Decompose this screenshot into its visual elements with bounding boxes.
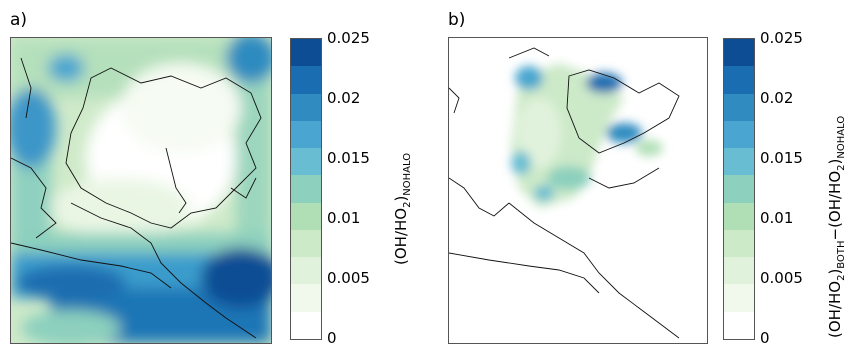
colorbar-bin — [724, 311, 754, 339]
colorbar-b-label: (OH/HO2)BOTH−(OH/HO2)NOHALO — [826, 116, 847, 338]
colorbar-b-label-s4: NOHALO — [836, 115, 847, 159]
map-b-field — [449, 38, 707, 343]
colorbar-bin — [724, 93, 754, 121]
map-a-field — [11, 38, 271, 343]
colorbar-bin — [291, 311, 321, 339]
panel-label-a: a) — [10, 10, 28, 30]
coastlines-a — [11, 57, 262, 339]
colorbar-bin — [724, 66, 754, 94]
colorbar-a-label-sub1: 2 — [402, 201, 413, 208]
colorbar-bin — [724, 120, 754, 149]
colorbar-bin — [291, 284, 321, 312]
colorbar-bin — [291, 257, 321, 285]
colorbar-a-tick-0: 0 — [327, 329, 337, 347]
map-panel-b — [448, 37, 708, 344]
colorbar-a-tick-0.005: 0.005 — [327, 269, 370, 287]
colorbar-bin — [724, 257, 754, 285]
colorbar-b-tick-0.01: 0.01 — [760, 209, 794, 227]
colorbar-a-tick-0.02: 0.02 — [327, 89, 361, 107]
colorbar-bin — [724, 148, 754, 176]
colorbar-a-tick-0.015: 0.015 — [327, 149, 370, 167]
colorbar-a-label-sub2: NOHALO — [402, 152, 413, 196]
colorbar-bin — [291, 202, 321, 230]
coastlines-b — [449, 47, 680, 339]
colorbar-bin — [291, 175, 321, 203]
colorbar-b-tick-0.015: 0.015 — [760, 149, 803, 167]
colorbar-bin — [291, 120, 321, 149]
colorbar-bin — [724, 175, 754, 203]
colorbar-a-label: (OH/HO2)NOHALO — [392, 153, 413, 265]
colorbar-a-tick-0.01: 0.01 — [327, 209, 361, 227]
colorbar-bin — [291, 93, 321, 121]
colorbar-bin — [291, 66, 321, 94]
colorbar-a — [290, 38, 322, 340]
colorbar-bin — [724, 202, 754, 230]
colorbar-a-tick-0.025: 0.025 — [327, 29, 370, 47]
colorbar-b-label-p1: (OH/HO — [826, 280, 844, 338]
colorbar-bin — [724, 39, 754, 67]
colorbar-b-label-s3: 2 — [836, 164, 847, 171]
colorbar-bin — [724, 229, 754, 258]
colorbar-b-label-s1: 2 — [836, 274, 847, 281]
colorbar-b — [723, 38, 755, 340]
colorbar-b-tick-0.025: 0.025 — [760, 29, 803, 47]
colorbar-b-label-p4: ) — [826, 158, 844, 165]
panel-label-b: b) — [448, 10, 466, 30]
colorbar-bin — [724, 284, 754, 312]
colorbar-b-label-p2: ) — [826, 268, 844, 275]
colorbar-bin — [291, 39, 321, 67]
colorbar-b-label-p3: −(OH/HO — [826, 170, 844, 241]
colorbar-a-label-tail: ) — [392, 195, 410, 202]
colorbar-b-tick-0.02: 0.02 — [760, 89, 794, 107]
colorbar-b-tick-0: 0 — [760, 329, 770, 347]
colorbar-a-label-main: (OH/HO — [392, 207, 410, 265]
colorbar-b-label-s2: BOTH — [836, 240, 847, 269]
colorbar-bin — [291, 229, 321, 258]
colorbar-bin — [291, 148, 321, 176]
colorbar-b-tick-0.005: 0.005 — [760, 269, 803, 287]
map-panel-a — [10, 37, 272, 344]
